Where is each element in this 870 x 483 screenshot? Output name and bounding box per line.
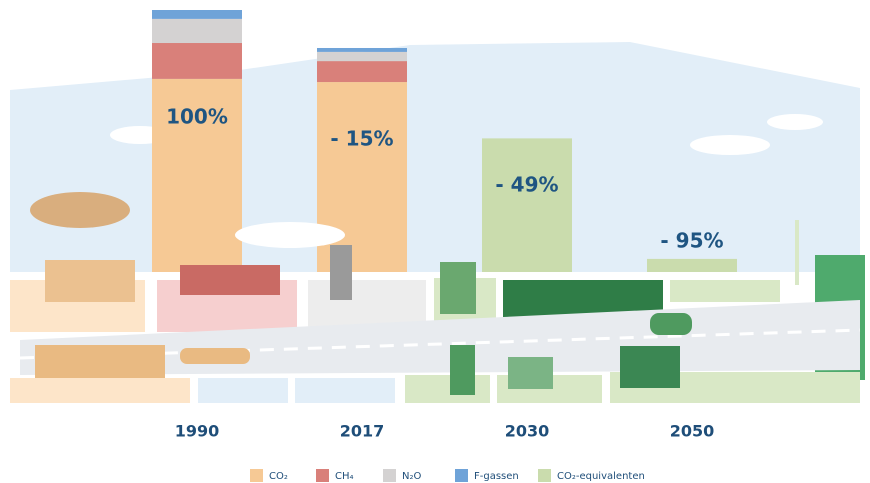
house [620, 346, 680, 388]
legend: CO₂ CH₄ N₂O F-gassen CO₂-equivalenten [250, 469, 645, 482]
legend-label: N₂O [402, 471, 421, 482]
car [650, 313, 692, 335]
year-label: 2017 [340, 422, 385, 441]
legend-swatch [383, 469, 396, 482]
block [10, 378, 190, 403]
legend-swatch [455, 469, 468, 482]
building [450, 345, 475, 395]
farm [180, 265, 280, 295]
bar-segment [317, 61, 407, 83]
road-marking [19, 328, 861, 360]
block [405, 375, 490, 403]
car [180, 348, 250, 364]
year-label: 1990 [175, 422, 220, 441]
bar-segment [152, 10, 242, 19]
factory [45, 260, 135, 302]
legend-label: CO₂ [269, 471, 288, 482]
block [198, 378, 288, 403]
legend-label: CH₄ [335, 471, 354, 482]
reduction-label: - 49% [495, 173, 558, 197]
reduction-label: - 95% [660, 229, 723, 253]
bar-segment [647, 258, 737, 272]
block [295, 378, 395, 403]
legend-label: F-gassen [474, 471, 519, 482]
building [440, 262, 476, 314]
cloud [767, 114, 823, 130]
cloud [690, 135, 770, 155]
bar-segment [317, 47, 407, 52]
reduction-label: 100% [166, 105, 228, 129]
smoke [30, 192, 130, 228]
block [670, 280, 780, 302]
bar-segment [152, 43, 242, 79]
house [508, 357, 553, 389]
year-label: 2030 [505, 422, 550, 441]
city [10, 192, 865, 403]
steam [235, 222, 345, 248]
cooling-tower [330, 245, 352, 300]
reduction-label: - 15% [330, 127, 393, 151]
legend-swatch [316, 469, 329, 482]
legend-label: CO₂-equivalenten [557, 471, 645, 482]
labels: 1990 2017 2030 2050 100% - 15% - 49% - 95% [166, 105, 723, 441]
legend-swatch [538, 469, 551, 482]
bar-segment [482, 138, 572, 272]
legend-swatch [250, 469, 263, 482]
year-label: 2050 [670, 422, 715, 441]
bar-segment [152, 78, 242, 272]
bar-segment [152, 18, 242, 44]
bar-segment [317, 51, 407, 62]
sky [10, 42, 860, 272]
bars [152, 10, 737, 272]
